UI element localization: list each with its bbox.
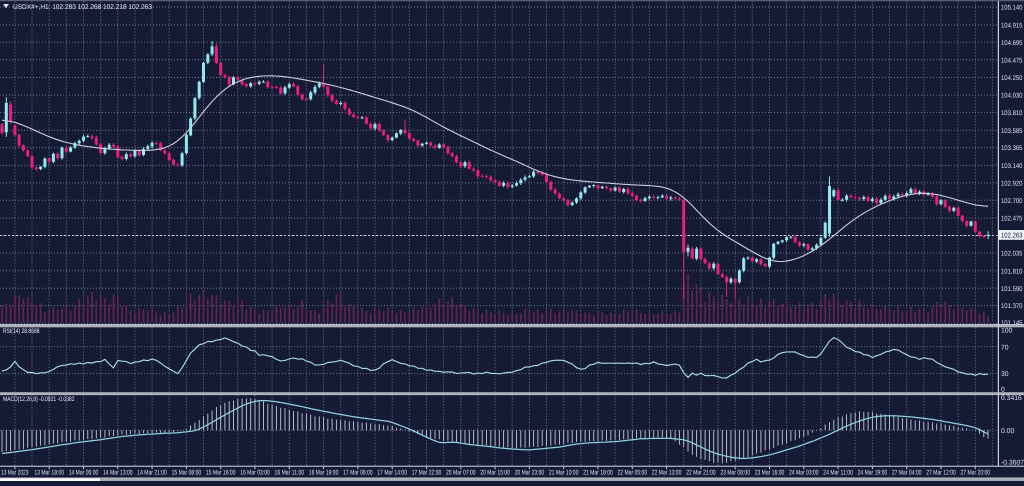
svg-text:14 Mar 05:00: 14 Mar 05:00 bbox=[69, 469, 99, 476]
svg-text:13 Mar 18:00: 13 Mar 18:00 bbox=[34, 469, 64, 476]
svg-text:101.810: 101.810 bbox=[1001, 268, 1023, 275]
svg-text:101.370: 101.370 bbox=[1001, 303, 1023, 310]
svg-text:16 Mar 11:00: 16 Mar 11:00 bbox=[275, 469, 305, 476]
svg-text:0.3416: 0.3416 bbox=[1001, 395, 1022, 402]
svg-text:0: 0 bbox=[1001, 386, 1005, 393]
svg-text:102.035: 102.035 bbox=[1001, 251, 1023, 258]
svg-text:24 Mar 19:00: 24 Mar 19:00 bbox=[858, 469, 888, 476]
svg-text:104.915: 104.915 bbox=[1001, 23, 1023, 30]
svg-text:23 Mar 16:00: 23 Mar 16:00 bbox=[755, 469, 785, 476]
svg-text:27 Mar 12:00: 27 Mar 12:00 bbox=[926, 469, 956, 476]
svg-text:20 Mar 15:00: 20 Mar 15:00 bbox=[480, 469, 510, 476]
svg-text:0.00: 0.00 bbox=[1001, 428, 1014, 435]
svg-text:104.250: 104.250 bbox=[1001, 75, 1023, 82]
svg-text:104.475: 104.475 bbox=[1001, 57, 1023, 64]
svg-text:17 Mar 22:00: 17 Mar 22:00 bbox=[412, 469, 442, 476]
svg-text:70: 70 bbox=[1001, 344, 1009, 351]
svg-text:104.695: 104.695 bbox=[1001, 40, 1023, 47]
svg-text:14 Mar 13:00: 14 Mar 13:00 bbox=[103, 469, 133, 476]
svg-text:16 Mar 19:00: 16 Mar 19:00 bbox=[309, 469, 339, 476]
svg-text:15 Mar 16:00: 15 Mar 16:00 bbox=[206, 469, 236, 476]
svg-text:104.030: 104.030 bbox=[1001, 93, 1023, 100]
svg-text:20 Mar 07:00: 20 Mar 07:00 bbox=[446, 469, 476, 476]
svg-text:102.475: 102.475 bbox=[1001, 216, 1023, 223]
svg-text:100: 100 bbox=[1001, 328, 1013, 335]
svg-text:17 Mar 06:00: 17 Mar 06:00 bbox=[343, 469, 373, 476]
svg-text:103.810: 103.810 bbox=[1001, 110, 1023, 117]
svg-text:MACD(12,26,9) -0.0921 -0.0382: MACD(12,26,9) -0.0921 -0.0382 bbox=[3, 396, 75, 403]
svg-text:105.140: 105.140 bbox=[1001, 5, 1023, 12]
svg-text:27 Mar 20:00: 27 Mar 20:00 bbox=[961, 469, 991, 476]
svg-text:14 Mar 21:00: 14 Mar 21:00 bbox=[137, 469, 167, 476]
svg-text:21 Mar 10:00: 21 Mar 10:00 bbox=[549, 469, 579, 476]
svg-text:103.365: 103.365 bbox=[1001, 145, 1023, 152]
svg-text:102.700: 102.700 bbox=[1001, 198, 1023, 205]
svg-text:20 Mar 23:00: 20 Mar 23:00 bbox=[515, 469, 545, 476]
svg-text:102.920: 102.920 bbox=[1001, 181, 1023, 188]
svg-text:27 Mar 04:00: 27 Mar 04:00 bbox=[892, 469, 922, 476]
svg-text:30: 30 bbox=[1001, 371, 1009, 378]
svg-text:24 Mar 03:00: 24 Mar 03:00 bbox=[789, 469, 819, 476]
svg-text:101.590: 101.590 bbox=[1001, 286, 1023, 293]
svg-text:23 Mar 08:00: 23 Mar 08:00 bbox=[720, 469, 750, 476]
svg-text:21 Mar 18:00: 21 Mar 18:00 bbox=[583, 469, 613, 476]
svg-text:RSI(14) 28.8688: RSI(14) 28.8688 bbox=[3, 328, 40, 335]
svg-text:22 Mar 21:00: 22 Mar 21:00 bbox=[686, 469, 716, 476]
svg-text:101.145: 101.145 bbox=[1001, 320, 1023, 327]
svg-text:13 Mar 2023: 13 Mar 2023 bbox=[1, 469, 29, 476]
svg-text:22 Mar 05:00: 22 Mar 05:00 bbox=[618, 469, 648, 476]
svg-text:15 Mar 08:00: 15 Mar 08:00 bbox=[172, 469, 202, 476]
svg-text:USDX#+,H1: 102.283 102.268 102: USDX#+,H1: 102.283 102.268 102.218 102.2… bbox=[13, 4, 152, 11]
svg-text:-0.3607: -0.3607 bbox=[1001, 460, 1024, 467]
svg-text:103.140: 103.140 bbox=[1001, 163, 1023, 170]
svg-text:17 Mar 14:00: 17 Mar 14:00 bbox=[377, 469, 407, 476]
svg-text:103.585: 103.585 bbox=[1001, 128, 1023, 135]
svg-text:102.263: 102.263 bbox=[1001, 233, 1023, 240]
svg-text:16 Mar 03:00: 16 Mar 03:00 bbox=[240, 469, 270, 476]
svg-text:22 Mar 13:00: 22 Mar 13:00 bbox=[652, 469, 682, 476]
svg-text:24 Mar 11:00: 24 Mar 11:00 bbox=[823, 469, 853, 476]
